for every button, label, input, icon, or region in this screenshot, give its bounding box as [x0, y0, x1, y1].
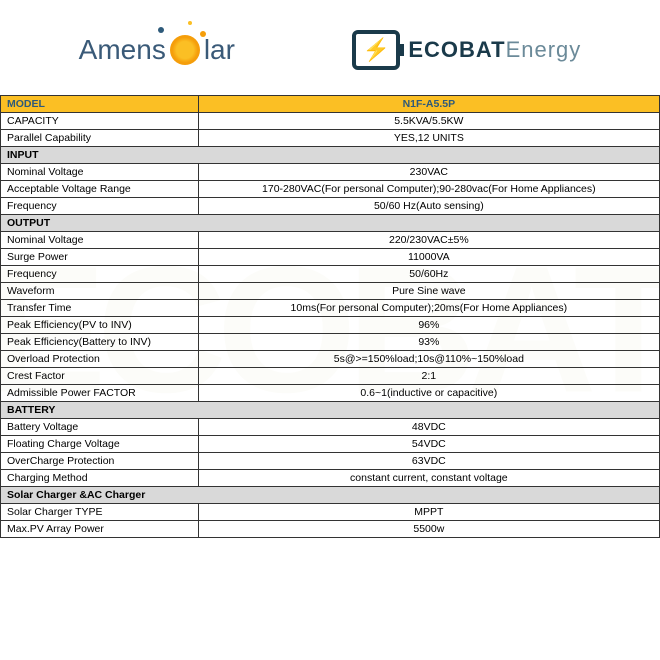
logo-bar: Amens lar ⚡ ECOBATEnergy: [0, 0, 660, 95]
table-row: Transfer Time10ms(For personal Computer)…: [1, 300, 660, 317]
spec-value: YES,12 UNITS: [198, 130, 659, 147]
spec-label: CAPACITY: [1, 113, 199, 130]
table-row: Max.PV Array Power5500w: [1, 521, 660, 538]
spec-label: Overload Protection: [1, 351, 199, 368]
section-input: INPUT: [1, 147, 660, 164]
spec-value: 93%: [198, 334, 659, 351]
table-row: Battery Voltage48VDC: [1, 419, 660, 436]
table-row: Acceptable Voltage Range170-280VAC(For p…: [1, 181, 660, 198]
table-row: Nominal Voltage220/230VAC±5%: [1, 232, 660, 249]
spec-label: Nominal Voltage: [1, 232, 199, 249]
spec-label: Battery Voltage: [1, 419, 199, 436]
spec-value: 96%: [198, 317, 659, 334]
section-solar: Solar Charger &AC Charger: [1, 487, 660, 504]
spec-label: Frequency: [1, 266, 199, 283]
spec-value: 54VDC: [198, 436, 659, 453]
spec-label: Solar Charger TYPE: [1, 504, 199, 521]
model-label: MODEL: [1, 96, 199, 113]
section-output: OUTPUT: [1, 215, 660, 232]
spec-label: Peak Efficiency(PV to INV): [1, 317, 199, 334]
sun-icon: [170, 35, 200, 65]
logo-right-part2: Energy: [506, 37, 582, 62]
spec-table: MODEL N1F-A5.5P CAPACITY5.5KVA/5.5KWPara…: [0, 95, 660, 538]
battery-icon: ⚡: [352, 30, 400, 70]
spec-label: Parallel Capability: [1, 130, 199, 147]
spec-value: 50/60Hz: [198, 266, 659, 283]
model-value: N1F-A5.5P: [198, 96, 659, 113]
table-row: Peak Efficiency(PV to INV)96%: [1, 317, 660, 334]
table-row: CAPACITY5.5KVA/5.5KW: [1, 113, 660, 130]
spec-value: 170-280VAC(For personal Computer);90-280…: [198, 181, 659, 198]
spec-label: Crest Factor: [1, 368, 199, 385]
spec-label: Floating Charge Voltage: [1, 436, 199, 453]
spec-label: Charging Method: [1, 470, 199, 487]
spec-value: 0.6~1(inductive or capacitive): [198, 385, 659, 402]
spec-value: 2:1: [198, 368, 659, 385]
table-row: OverCharge Protection63VDC: [1, 453, 660, 470]
spec-label: OverCharge Protection: [1, 453, 199, 470]
logo-left-part2: lar: [204, 34, 235, 66]
table-row: WaveformPure Sine wave: [1, 283, 660, 300]
ecobat-logo: ⚡ ECOBATEnergy: [352, 30, 581, 70]
spec-label: Nominal Voltage: [1, 164, 199, 181]
spec-label: Acceptable Voltage Range: [1, 181, 199, 198]
spec-value: 10ms(For personal Computer);20ms(For Hom…: [198, 300, 659, 317]
spec-value: 5s@>=150%load;10s@110%~150%load: [198, 351, 659, 368]
table-row: Frequency50/60Hz: [1, 266, 660, 283]
table-row: Nominal Voltage230VAC: [1, 164, 660, 181]
table-row: Peak Efficiency(Battery to INV)93%: [1, 334, 660, 351]
table-row: Charging Methodconstant current, constan…: [1, 470, 660, 487]
table-row: Parallel CapabilityYES,12 UNITS: [1, 130, 660, 147]
table-row: Admissible Power FACTOR0.6~1(inductive o…: [1, 385, 660, 402]
model-row: MODEL N1F-A5.5P: [1, 96, 660, 113]
spec-label: Peak Efficiency(Battery to INV): [1, 334, 199, 351]
spec-value: 11000VA: [198, 249, 659, 266]
logo-right-part1: ECOBAT: [408, 37, 505, 62]
spec-label: Transfer Time: [1, 300, 199, 317]
spec-value: 50/60 Hz(Auto sensing): [198, 198, 659, 215]
spec-value: Pure Sine wave: [198, 283, 659, 300]
amensolar-logo: Amens lar: [79, 34, 235, 66]
spec-label: Frequency: [1, 198, 199, 215]
table-row: Floating Charge Voltage54VDC: [1, 436, 660, 453]
table-row: Overload Protection5s@>=150%load;10s@110…: [1, 351, 660, 368]
table-row: Crest Factor2:1: [1, 368, 660, 385]
spec-value: constant current, constant voltage: [198, 470, 659, 487]
logo-left-part1: Amens: [79, 34, 166, 66]
spec-label: Surge Power: [1, 249, 199, 266]
spec-label: Waveform: [1, 283, 199, 300]
section-battery: BATTERY: [1, 402, 660, 419]
table-row: Solar Charger TYPEMPPT: [1, 504, 660, 521]
table-row: Frequency50/60 Hz(Auto sensing): [1, 198, 660, 215]
spec-value: 5500w: [198, 521, 659, 538]
spec-value: 230VAC: [198, 164, 659, 181]
spec-value: 220/230VAC±5%: [198, 232, 659, 249]
spec-label: Max.PV Array Power: [1, 521, 199, 538]
spec-value: MPPT: [198, 504, 659, 521]
spec-value: 63VDC: [198, 453, 659, 470]
spec-value: 48VDC: [198, 419, 659, 436]
spec-value: 5.5KVA/5.5KW: [198, 113, 659, 130]
table-row: Surge Power11000VA: [1, 249, 660, 266]
spec-label: Admissible Power FACTOR: [1, 385, 199, 402]
